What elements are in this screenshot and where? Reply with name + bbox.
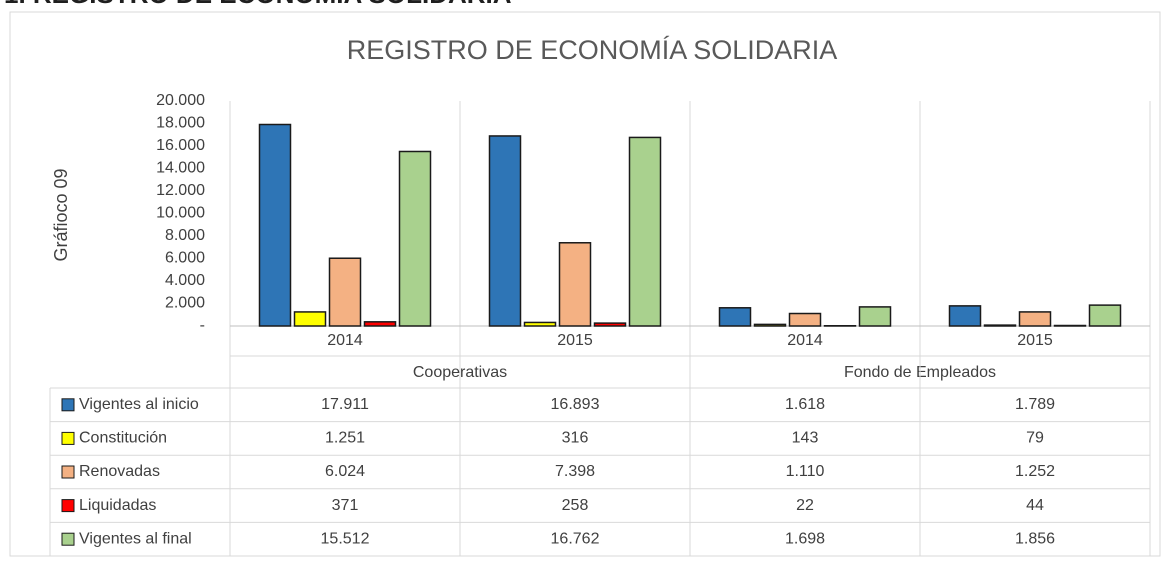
table-cell: 143 bbox=[792, 430, 819, 447]
table-cell: 258 bbox=[562, 497, 589, 514]
bar bbox=[948, 305, 982, 327]
page-heading: 1. REGISTRO DE ECONOMÍA SOLIDARIA bbox=[4, 0, 512, 9]
table-cell: 7.398 bbox=[555, 463, 595, 480]
bar bbox=[628, 136, 662, 327]
table-cell: 16.893 bbox=[551, 396, 600, 413]
x-tick-label: 2015 bbox=[1017, 332, 1053, 349]
y-tick-label: 6.000 bbox=[165, 250, 205, 267]
legend-swatch bbox=[61, 499, 75, 513]
y-tick-label: 10.000 bbox=[156, 205, 205, 222]
table-cell: 1.252 bbox=[1015, 463, 1055, 480]
y-tick-label: 2.000 bbox=[165, 295, 205, 312]
bar bbox=[258, 123, 292, 327]
y-tick-label: 16.000 bbox=[156, 137, 205, 154]
legend-swatch bbox=[61, 398, 75, 412]
table-cell: 44 bbox=[1026, 497, 1044, 514]
bar bbox=[718, 307, 752, 327]
bar bbox=[593, 322, 627, 327]
y-tick-label: 4.000 bbox=[165, 272, 205, 289]
bar bbox=[488, 135, 522, 327]
table-cell: 1.789 bbox=[1015, 396, 1055, 413]
x-tick-label: 2014 bbox=[327, 332, 363, 349]
table-cell: 1.856 bbox=[1015, 530, 1055, 547]
table-cell: 1.251 bbox=[325, 430, 365, 447]
legend-label: Constitución bbox=[79, 430, 167, 447]
table-cell: 371 bbox=[332, 497, 359, 514]
y-tick-label: - bbox=[200, 317, 205, 334]
bar bbox=[363, 321, 397, 327]
y-axis-title: Gráfioco 09 bbox=[51, 168, 71, 261]
legend-swatch bbox=[61, 465, 75, 479]
table-cell: 6.024 bbox=[325, 463, 365, 480]
bar bbox=[328, 257, 362, 327]
bar bbox=[558, 242, 592, 327]
table-cell: 17.911 bbox=[321, 396, 369, 413]
legend-label: Renovadas bbox=[79, 463, 160, 480]
y-tick-label: 18.000 bbox=[156, 115, 205, 132]
table-cell: 1.698 bbox=[785, 530, 825, 547]
table-cell: 1.110 bbox=[786, 463, 825, 480]
bar bbox=[983, 324, 1017, 327]
bar bbox=[858, 306, 892, 327]
y-tick-label: 8.000 bbox=[165, 227, 205, 244]
y-tick-label: 12.000 bbox=[156, 182, 205, 199]
bar bbox=[523, 321, 557, 327]
table-cell: 1.618 bbox=[785, 396, 825, 413]
y-tick-label: 14.000 bbox=[156, 160, 205, 177]
x-tick-label: 2014 bbox=[787, 332, 823, 349]
legend-swatch bbox=[61, 431, 75, 445]
bar bbox=[1088, 304, 1122, 327]
table-cell: 15.512 bbox=[321, 530, 370, 547]
legend-label: Vigentes al inicio bbox=[79, 396, 199, 413]
legend-label: Liquidadas bbox=[79, 497, 156, 514]
x-tick-label: 2015 bbox=[557, 332, 593, 349]
bar bbox=[753, 323, 787, 327]
bar bbox=[1018, 311, 1052, 327]
table-cell: 16.762 bbox=[551, 530, 600, 547]
chart-title: REGISTRO DE ECONOMÍA SOLIDARIA bbox=[347, 35, 838, 65]
bar bbox=[293, 311, 327, 327]
table-cell: 316 bbox=[562, 430, 589, 447]
table-cell: 79 bbox=[1026, 430, 1044, 447]
legend-label: Vigentes al final bbox=[79, 530, 192, 547]
bar bbox=[788, 312, 822, 327]
bar bbox=[398, 150, 432, 327]
y-tick-label: 20.000 bbox=[156, 92, 205, 109]
legend-swatch bbox=[61, 532, 75, 546]
table-cell: 22 bbox=[796, 497, 814, 514]
